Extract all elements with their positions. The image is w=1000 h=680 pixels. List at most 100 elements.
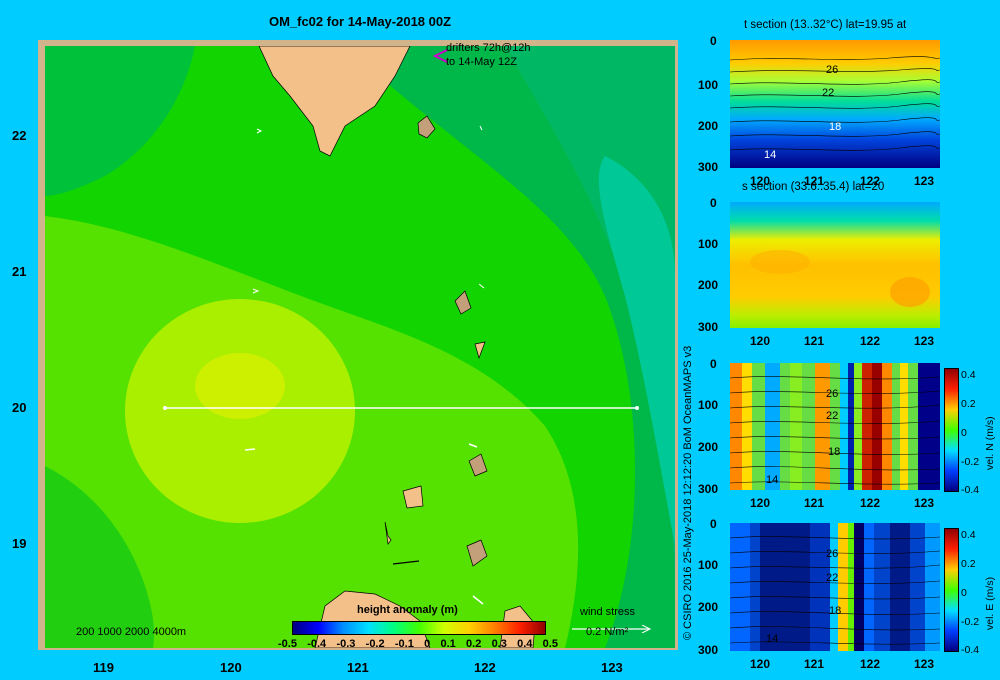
colorbar-tick: 0.3 [491,638,507,650]
cbar-tick: 0.4 [961,529,976,541]
vel-n-plot [730,363,940,490]
colorbar-title: height anomaly (m) [357,604,458,616]
island [417,115,436,139]
island [454,290,472,315]
depth-tick: 200 [698,278,719,292]
drifters-label: drifters 72h@12h [446,42,531,54]
t-section-plot [730,40,940,168]
vel-e-panel [730,523,940,651]
contour-band [195,353,285,419]
contour-label: 18 [828,446,841,458]
lon-tick: 122 [860,657,881,671]
lon-tick: 121 [804,496,825,510]
cbar-tick: -0.4 [961,484,980,496]
cbar-tick: 0.4 [961,369,976,381]
cbar-tick: 0.2 [961,558,976,570]
lon-tick: 122 [474,660,496,675]
colorbar-tick: -0.4 [307,638,327,650]
colorbar-tick: 0.5 [542,638,558,650]
drifter-arrow [478,283,485,289]
depth-tick: 200 [698,440,719,454]
colorbar-tick: 0.2 [466,638,482,650]
depth-tick: 200 [698,119,719,133]
vel-n-panel [730,363,940,490]
contour-band [45,46,195,196]
colorbar-tick: -0.3 [336,638,356,650]
depth-tick: 100 [698,398,719,412]
lon-tick: 121 [804,334,825,348]
lon-tick: 123 [601,660,623,675]
depth-tick: 300 [698,320,719,334]
contour-label: 22 [826,410,839,422]
island [466,539,488,567]
colorbar-tick: -0.2 [365,638,385,650]
t-section-panel [730,40,940,168]
cbar-tick: -0.2 [961,456,980,468]
cbar-tick: 0.2 [961,398,976,410]
depth-tick: 300 [698,482,719,496]
depth-tick: 0 [710,357,717,371]
height-anomaly-map [45,46,675,648]
colorbar-ticks: -0.5 -0.4 -0.3 -0.2 -0.1 0 0.1 0.2 0.3 0… [278,638,558,650]
depth-tick: 0 [710,517,717,531]
lat-tick: 19 [12,536,27,551]
contour-label: 18 [829,605,842,617]
contour-band [598,156,675,546]
lon-tick: 123 [914,657,935,671]
cbar-tick: -0.4 [961,644,980,656]
contour-label: 26 [826,388,839,400]
vel-e-colorbar [944,528,959,652]
island [474,341,486,360]
island [384,521,392,545]
vel-e-plot [730,523,940,651]
contour-label: 22 [826,572,839,584]
contour-label: 14 [764,149,777,161]
lon-tick: 123 [914,496,935,510]
contour-label: 14 [766,633,779,645]
colorbar-tick: 0 [424,638,431,650]
depth-tick: 300 [698,643,719,657]
island [392,560,420,565]
s-section-title: s section (33.6..35.4) lat=20 [742,181,885,193]
contour-label: 26 [826,64,839,76]
depth-tick: 0 [710,196,717,210]
lat-tick: 21 [12,264,27,279]
contour-label: 22 [822,87,835,99]
drifter-arrow [252,288,260,294]
lon-tick: 123 [914,334,935,348]
colorbar-tick: 0.4 [517,638,533,650]
cbar-tick: 0 [961,587,967,599]
cbar-tick: 0 [961,427,967,439]
depth-tick: 300 [698,160,719,174]
section-endpoint [635,406,639,410]
lon-tick: 121 [347,660,369,675]
s-section-panel [730,202,940,328]
wind-stress-value: 0.2 N/m² [586,626,629,638]
section-endpoint [163,406,167,410]
drifters-label: to 14-May 12Z [446,56,517,68]
lat-tick: 20 [12,400,27,415]
drifter-arrow [256,128,263,134]
credit-text: © CSIRO 2016 25-May-2018 12:12:20 BoM Oc… [682,345,694,640]
depth-tick: 0 [710,34,717,48]
drifter-marker [432,49,448,63]
cbar-tick: -0.2 [961,616,980,628]
wind-stress-label: wind stress [580,606,636,618]
lon-tick: 122 [860,496,881,510]
drifter-arrow [244,448,256,451]
map-title: OM_fc02 for 14-May-2018 00Z [268,14,452,29]
drifter-arrow [468,443,478,448]
depth-tick: 100 [698,78,719,92]
lon-tick: 122 [860,334,881,348]
contour-label: 14 [766,474,779,486]
colorbar-tick: 0.1 [440,638,456,650]
lon-tick: 119 [93,660,114,675]
contour-band [45,466,155,648]
lon-tick: 120 [750,174,771,188]
wind-arrow-icon [572,620,652,634]
vel-n-colorbar [944,368,959,492]
contour-label: 26 [826,548,839,560]
t-section-title: t section (13..32°C) lat=19.95 at [744,19,907,31]
island [402,485,424,509]
s-section-plot [730,202,940,328]
